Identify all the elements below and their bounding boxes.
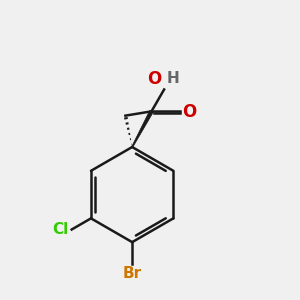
Text: Cl: Cl <box>52 222 69 237</box>
Polygon shape <box>132 110 153 147</box>
Text: H: H <box>167 71 179 86</box>
Text: O: O <box>182 103 196 121</box>
Text: Br: Br <box>123 266 142 281</box>
Text: O: O <box>148 70 162 88</box>
